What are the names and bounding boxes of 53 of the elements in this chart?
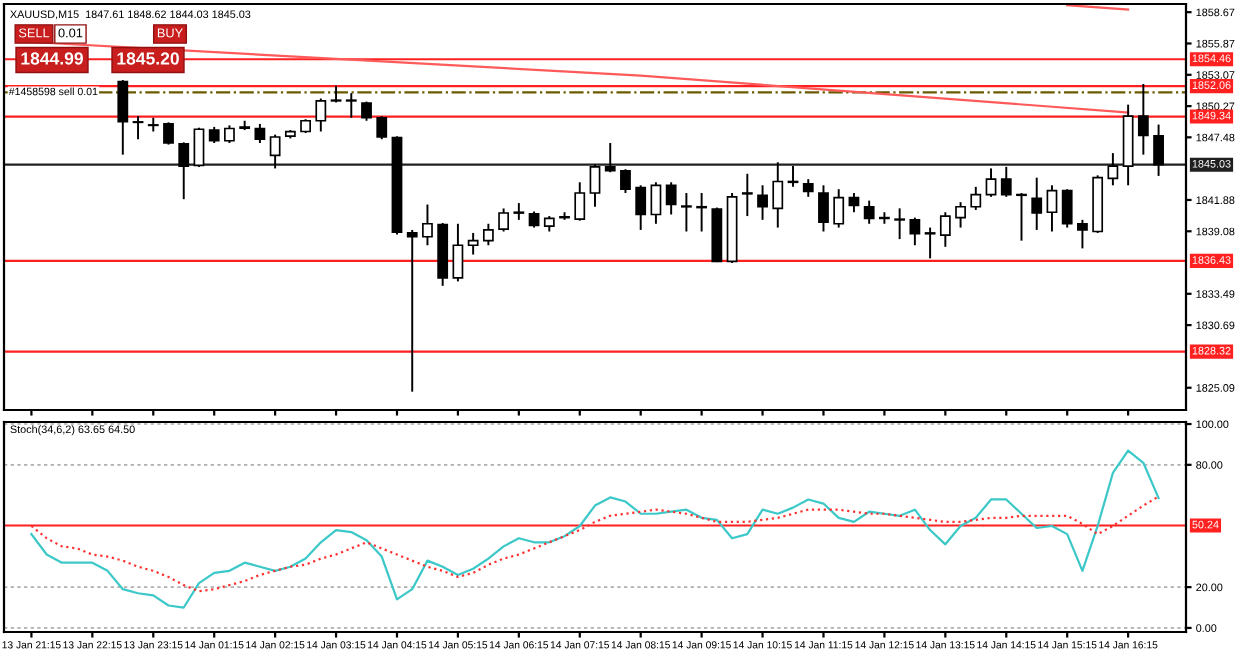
- candlestick: [132, 115, 144, 141]
- candlestick: [757, 184, 768, 221]
- candlestick: [1137, 83, 1149, 156]
- candlestick: [665, 181, 677, 216]
- candlestick: [680, 192, 692, 233]
- candlestick: [1000, 165, 1012, 198]
- candlestick: [117, 79, 129, 156]
- candlestick: [818, 184, 829, 233]
- candlestick: [269, 133, 281, 170]
- candlestick: [452, 222, 464, 283]
- candlestick: [178, 141, 190, 201]
- candlestick: [1031, 176, 1043, 231]
- candlestick: [879, 211, 890, 225]
- candlestick: [604, 142, 616, 174]
- candlestick: [406, 228, 418, 393]
- annotation: 1844.99: [21, 52, 83, 65]
- candlestick: [924, 226, 936, 260]
- candlestick: [376, 115, 388, 141]
- candlestick: [772, 161, 784, 229]
- candlestick: [315, 97, 327, 133]
- candlestick: [482, 222, 494, 247]
- candlestick: [1107, 152, 1119, 187]
- candlestick: [1077, 218, 1088, 250]
- candlestick: [696, 192, 708, 233]
- line-series: [30, 449, 1160, 609]
- candlestick: [635, 184, 647, 231]
- candlestick: [620, 168, 631, 194]
- candlestick: [894, 207, 906, 241]
- candlestick: [422, 203, 433, 247]
- candlestick: [1016, 192, 1027, 242]
- candlestick: [1153, 123, 1164, 177]
- candlestick: [467, 231, 479, 256]
- candlestick: [848, 192, 860, 214]
- candlestick: [955, 201, 966, 229]
- candlestick: [589, 163, 601, 208]
- candlestick: [650, 181, 662, 225]
- candlestick: [574, 181, 586, 222]
- candlestick: [254, 122, 266, 144]
- candlestick: [1046, 184, 1058, 233]
- candlestick: [909, 216, 921, 247]
- annotation: 1845.20: [117, 52, 179, 65]
- candlestick: [985, 167, 997, 198]
- candlestick: [939, 211, 951, 248]
- candlestick: [163, 121, 174, 146]
- candlestick: [193, 126, 205, 168]
- candlestick: [345, 92, 357, 119]
- line-series: [30, 495, 1160, 593]
- candlestick: [863, 199, 875, 225]
- candlestick: [970, 185, 982, 211]
- candlestick: [498, 207, 510, 233]
- candlestick: [1061, 188, 1073, 229]
- candlestick: [741, 172, 753, 218]
- candlestick: [833, 188, 845, 229]
